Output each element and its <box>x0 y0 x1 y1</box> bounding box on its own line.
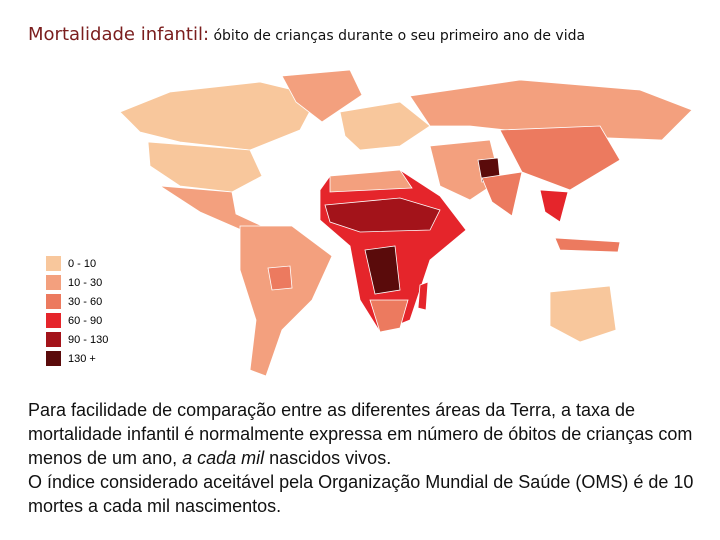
canada <box>119 81 319 151</box>
legend-label: 60 - 90 <box>68 315 102 327</box>
body-text: Para facilidade de comparação entre as d… <box>28 398 708 518</box>
text-run: a cada mil <box>182 448 265 468</box>
continents <box>119 69 693 377</box>
legend-label: 30 - 60 <box>68 296 102 308</box>
south-america <box>239 225 333 377</box>
sahel <box>324 197 441 233</box>
indonesia <box>554 237 621 253</box>
legend-swatch <box>46 294 61 309</box>
title: Mortalidade infantil: <box>28 24 210 45</box>
china <box>499 125 621 191</box>
text-run: nascidos vivos. <box>264 448 392 468</box>
legend-swatch <box>46 256 61 271</box>
text-run: O índice considerado aceitável pela Orga… <box>28 472 694 516</box>
paragraph: Para facilidade de comparação entre as d… <box>28 398 708 470</box>
legend-label: 130 + <box>68 353 96 365</box>
text-run: Para facilidade de comparação entre as d… <box>28 400 693 468</box>
legend-swatch <box>46 351 61 366</box>
central-africa <box>364 245 401 295</box>
legend-swatch <box>46 313 61 328</box>
southeast-asia <box>539 189 569 223</box>
header: Mortalidade infantil: óbito de crianças … <box>28 24 688 47</box>
australia <box>549 285 617 343</box>
subtitle: óbito de crianças durante o seu primeiro… <box>213 28 586 44</box>
legend-label: 90 - 130 <box>68 334 108 346</box>
bolivia <box>267 265 293 291</box>
legend-label: 10 - 30 <box>68 277 102 289</box>
central-america <box>159 185 264 233</box>
south-asia <box>481 171 523 217</box>
greenland <box>281 69 363 123</box>
north-africa <box>329 169 413 193</box>
madagascar <box>417 281 429 311</box>
legend-swatch <box>46 332 61 347</box>
southern-africa <box>369 299 409 333</box>
middle-east <box>429 139 501 201</box>
legend-swatch <box>46 275 61 290</box>
legend-label: 0 - 10 <box>68 258 96 270</box>
russia <box>409 79 693 141</box>
paragraph: O índice considerado aceitável pela Orga… <box>28 470 708 518</box>
usa <box>147 141 263 193</box>
world-map: 0 - 10 10 - 30 30 - 60 60 - 90 90 - 130 130 + <box>46 69 693 377</box>
europe <box>339 101 431 151</box>
